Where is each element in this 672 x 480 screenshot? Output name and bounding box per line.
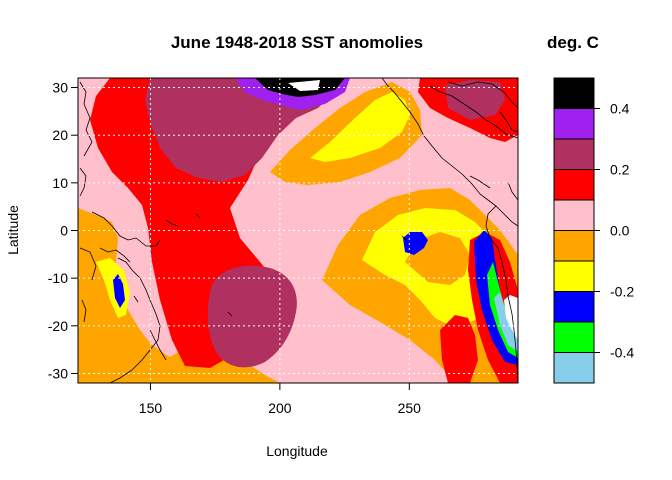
legend-swatch xyxy=(553,199,595,231)
color-legend: 0.4 0.2 0.0 -0.2 -0.4 xyxy=(553,77,634,384)
legend-tick-label: 0.4 xyxy=(610,101,630,117)
y-tick-label: -10 xyxy=(48,270,68,286)
chart-title: June 1948-2018 SST anomolies xyxy=(171,33,423,52)
y-tick-label: 10 xyxy=(52,175,68,191)
x-tick-label: 250 xyxy=(398,400,422,416)
field-maroon-northeast xyxy=(445,80,505,120)
legend-swatch xyxy=(553,138,595,170)
y-axis-label: Latitude xyxy=(5,205,21,255)
field-orange-west xyxy=(78,208,230,383)
y-tick-label: -30 xyxy=(48,365,68,381)
field-blue-west-inner xyxy=(113,274,125,308)
legend-swatch xyxy=(553,230,595,262)
grid xyxy=(78,78,518,383)
x-tick-label: 200 xyxy=(268,400,292,416)
field-white-north xyxy=(288,80,320,91)
field-red-southeast xyxy=(440,315,478,383)
y-tick-label: 20 xyxy=(52,127,68,143)
legend-swatch xyxy=(553,260,595,292)
field-yellow-northeast xyxy=(310,92,410,162)
legend-swatch xyxy=(553,77,595,109)
legend-swatch xyxy=(553,291,595,323)
legend-swatch xyxy=(553,108,595,140)
field-white-land xyxy=(504,295,518,340)
legend-title: deg. C xyxy=(547,33,599,52)
field-maroon-south xyxy=(207,265,297,368)
y-tick-label: 30 xyxy=(52,80,68,96)
x-axis-label: Longitude xyxy=(266,443,328,459)
legend-tick-label: 0.2 xyxy=(610,162,630,178)
field-skyblue-coast xyxy=(494,292,518,352)
x-axis: 150 200 250 xyxy=(139,383,421,416)
anomaly-field xyxy=(78,78,518,383)
legend-swatch xyxy=(553,352,595,384)
legend-tick-label: -0.4 xyxy=(610,345,634,361)
y-axis: 30 20 10 0 -10 -20 -30 xyxy=(48,80,78,381)
coastlines xyxy=(79,78,518,383)
legend-tick-label: -0.2 xyxy=(610,284,634,300)
legend-swatch xyxy=(553,169,595,201)
y-tick-label: -20 xyxy=(48,318,68,334)
legend-tick-label: 0.0 xyxy=(610,223,630,239)
x-tick-label: 150 xyxy=(139,400,163,416)
y-tick-label: 0 xyxy=(60,223,68,239)
legend-swatch xyxy=(553,321,595,353)
